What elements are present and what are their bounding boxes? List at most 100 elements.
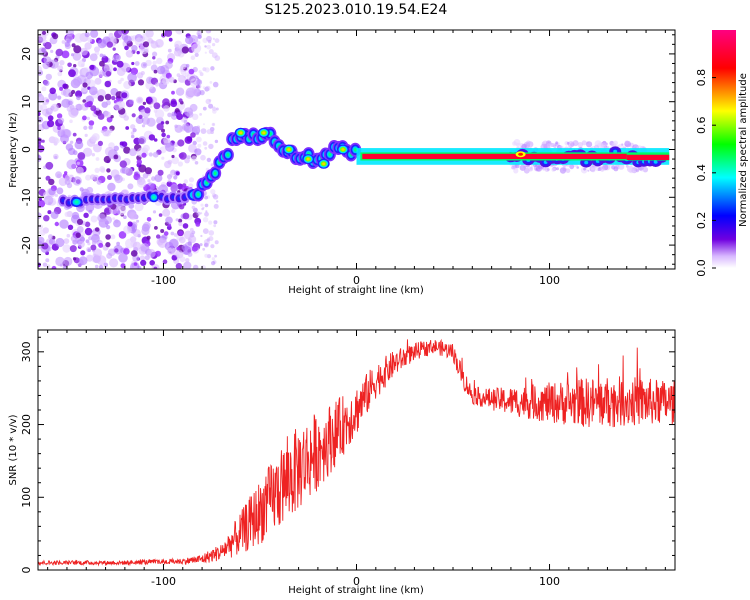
noise-speckle bbox=[56, 187, 64, 195]
noise-speckle bbox=[153, 266, 158, 269]
noise-speckle bbox=[41, 86, 47, 92]
noise-speckle bbox=[52, 33, 59, 40]
x-tick-label: -100 bbox=[151, 274, 176, 287]
noise-speckle bbox=[551, 167, 556, 172]
signal-blob bbox=[613, 149, 618, 154]
noise-speckle bbox=[63, 238, 70, 245]
noise-speckle bbox=[204, 67, 210, 73]
noise-speckle bbox=[48, 234, 53, 240]
noise-speckle bbox=[179, 152, 187, 160]
noise-speckle bbox=[208, 103, 214, 109]
noise-speckle bbox=[106, 168, 111, 173]
noise-speckle bbox=[196, 211, 201, 216]
noise-speckle bbox=[199, 72, 204, 77]
noise-speckle bbox=[138, 114, 143, 119]
noise-speckle bbox=[512, 166, 516, 170]
noise-speckle bbox=[105, 100, 111, 106]
noise-speckle bbox=[141, 32, 150, 41]
noise-speckle bbox=[170, 100, 178, 108]
noise-speckle bbox=[170, 231, 175, 236]
noise-speckle bbox=[166, 174, 173, 180]
noise-speckle bbox=[173, 233, 178, 237]
noise-speckle bbox=[154, 226, 158, 230]
noise-speckle bbox=[151, 264, 160, 269]
noise-speckle bbox=[535, 168, 538, 171]
noise-speckle bbox=[71, 211, 80, 220]
noise-speckle bbox=[163, 105, 170, 112]
noise-speckle bbox=[97, 95, 105, 102]
spectrogram-x-axis-label: Height of straight line (km) bbox=[288, 285, 424, 296]
noise-speckle bbox=[178, 230, 184, 236]
noise-speckle bbox=[104, 111, 111, 118]
noise-speckle bbox=[90, 105, 97, 112]
noise-speckle bbox=[167, 223, 172, 228]
noise-speckle bbox=[178, 98, 183, 103]
noise-speckle bbox=[112, 217, 116, 221]
noise-speckle bbox=[127, 221, 133, 227]
noise-speckle bbox=[148, 134, 156, 141]
snr-frame bbox=[37, 329, 676, 571]
noise-speckle bbox=[183, 230, 193, 240]
noise-speckle bbox=[176, 73, 181, 77]
noise-speckle bbox=[78, 256, 88, 266]
noise-speckle bbox=[190, 55, 196, 60]
noise-speckle bbox=[97, 39, 107, 49]
noise-speckle bbox=[140, 242, 150, 252]
noise-speckle bbox=[87, 242, 91, 246]
noise-speckle bbox=[41, 97, 50, 105]
noise-speckle bbox=[90, 135, 98, 143]
noise-speckle bbox=[94, 227, 100, 232]
noise-speckle bbox=[170, 184, 179, 193]
noise-speckle bbox=[48, 91, 58, 101]
noise-speckle bbox=[38, 236, 45, 245]
noise-speckle bbox=[191, 155, 197, 162]
noise-speckle bbox=[200, 234, 203, 238]
noise-speckle bbox=[84, 227, 93, 236]
noise-speckle bbox=[178, 203, 185, 210]
noise-speckle bbox=[103, 262, 109, 268]
noise-speckle bbox=[89, 174, 96, 180]
noise-speckle bbox=[207, 39, 212, 44]
noise-speckle bbox=[154, 109, 165, 119]
noise-speckle bbox=[120, 263, 126, 269]
noise-speckle bbox=[158, 213, 163, 217]
noise-speckle bbox=[565, 168, 571, 173]
noise-speckle bbox=[121, 141, 128, 147]
noise-speckle bbox=[39, 229, 46, 236]
noise-speckle bbox=[99, 53, 104, 58]
noise-speckle bbox=[202, 247, 206, 251]
noise-speckle bbox=[184, 72, 190, 77]
noise-speckle bbox=[49, 87, 56, 95]
noise-speckle bbox=[110, 36, 117, 43]
noise-speckle bbox=[144, 113, 149, 118]
noise-speckle bbox=[523, 167, 530, 174]
noise-speckle bbox=[554, 142, 558, 146]
signal-blob bbox=[196, 192, 200, 197]
noise-speckle bbox=[183, 261, 192, 269]
noise-speckle bbox=[146, 117, 156, 127]
noise-speckle bbox=[581, 140, 587, 146]
noise-speckle bbox=[80, 47, 88, 56]
noise-speckle bbox=[125, 50, 134, 58]
noise-speckle bbox=[47, 120, 55, 128]
noise-speckle bbox=[60, 128, 71, 139]
noise-speckle bbox=[55, 237, 65, 248]
noise-speckle bbox=[196, 125, 200, 129]
noise-speckle bbox=[112, 54, 121, 63]
signal-blob bbox=[101, 197, 106, 202]
noise-speckle bbox=[82, 82, 88, 88]
noise-speckle bbox=[48, 178, 55, 186]
noise-speckle bbox=[85, 174, 92, 181]
noise-speckle bbox=[86, 186, 94, 194]
noise-speckle bbox=[152, 151, 159, 158]
noise-speckle bbox=[163, 231, 169, 236]
noise-speckle bbox=[197, 84, 202, 89]
noise-speckle bbox=[50, 49, 54, 54]
noise-speckle bbox=[180, 69, 187, 76]
noise-speckle bbox=[96, 179, 102, 185]
noise-speckle bbox=[57, 71, 63, 77]
noise-speckle bbox=[38, 199, 46, 208]
noise-speckle bbox=[75, 104, 80, 109]
noise-speckle bbox=[136, 72, 144, 79]
noise-speckle bbox=[537, 164, 542, 170]
